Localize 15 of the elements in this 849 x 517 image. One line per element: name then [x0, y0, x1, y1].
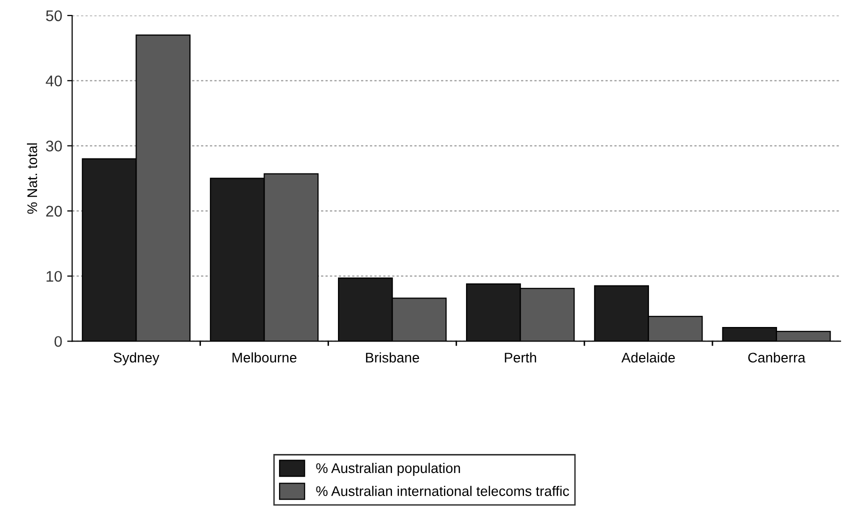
y-tick-label: 20: [46, 206, 62, 217]
y-tick-label: 0: [54, 336, 62, 347]
x-tick-label: Brisbane: [366, 352, 420, 363]
y-tick-label: 10: [46, 270, 62, 282]
y-tick-label: 30: [46, 140, 62, 152]
x-tick-label: Sydney: [114, 352, 160, 366]
y-tick-label: 50: [46, 10, 62, 22]
x-tick-label: Adelaide: [621, 352, 675, 363]
y-tick-label: 40: [46, 76, 62, 86]
x-tick-label: Perth: [504, 352, 536, 363]
y-axis-title: % Nat. total: [26, 143, 38, 214]
x-tick-label: Canberra: [748, 352, 806, 363]
legend-label: % Australian population: [316, 462, 460, 476]
x-tick-label: Melbourne: [232, 352, 296, 363]
legend-label: % Australian international telecoms traffic: [316, 486, 570, 496]
